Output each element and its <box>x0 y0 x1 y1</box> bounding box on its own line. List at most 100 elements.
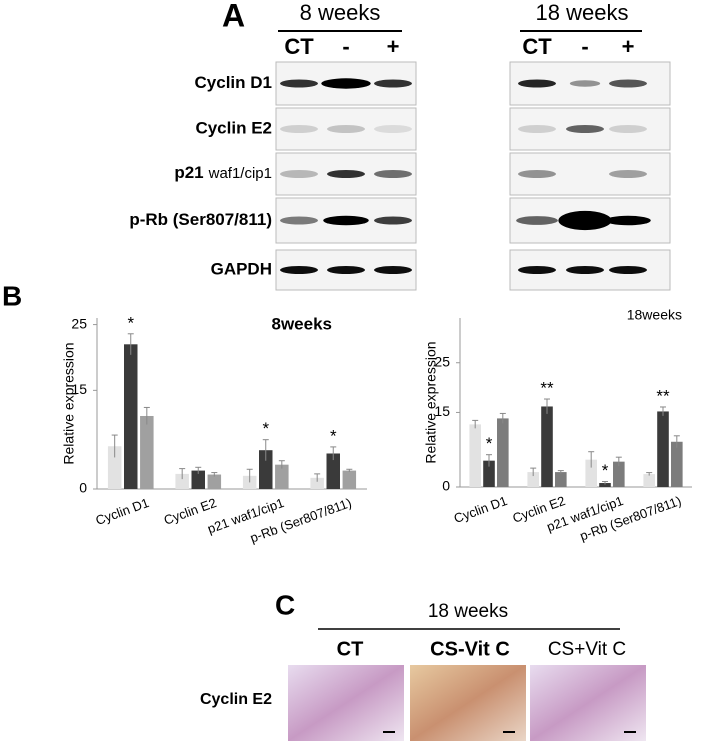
blot-band <box>374 125 412 133</box>
histology-image <box>530 665 646 741</box>
bar <box>527 472 539 487</box>
significance-mark: * <box>602 461 609 480</box>
significance-mark: * <box>486 434 493 453</box>
panel-label: C <box>275 589 295 620</box>
y-axis-label: Relative expression <box>61 342 77 464</box>
row-label: Cyclin D1 <box>195 73 272 92</box>
bar <box>124 344 138 489</box>
x-tick-label: Cyclin D1 <box>452 493 509 526</box>
panel-label: A <box>222 0 245 33</box>
blot-band <box>609 79 647 88</box>
blot-band <box>605 215 651 226</box>
panel-label: B <box>2 280 22 311</box>
blot-band <box>518 170 556 178</box>
blot-band <box>518 266 556 274</box>
row-label: p21 waf1/cip1 <box>174 163 272 182</box>
row-label: p-Rb (Ser807/811) <box>129 210 272 229</box>
y-tick-label: 0 <box>442 478 450 494</box>
lane-label: - <box>581 34 588 59</box>
lane-label: + <box>387 34 400 59</box>
y-tick-label: 15 <box>434 403 450 419</box>
column-label: CS+Vit C <box>548 639 626 660</box>
histology-image <box>288 665 404 741</box>
blot-band <box>327 170 365 178</box>
row-label: Cyclin E2 <box>200 691 272 708</box>
blot-band <box>518 79 556 88</box>
blot-band <box>609 170 647 178</box>
y-tick-label: 0 <box>79 480 87 496</box>
blot-band <box>280 170 318 178</box>
blot-band <box>558 210 612 231</box>
bar <box>107 446 122 489</box>
blot-band <box>280 125 318 133</box>
blot-band <box>566 125 604 133</box>
blot-band <box>374 79 412 88</box>
bar <box>671 441 683 487</box>
bar <box>326 453 340 489</box>
chart-title: 18weeks <box>627 307 682 323</box>
lane-label: - <box>342 34 349 59</box>
blot-band <box>609 125 647 133</box>
blot-band <box>280 216 318 225</box>
blot-band <box>609 266 647 274</box>
blot-band <box>321 78 371 89</box>
blot-band <box>516 216 558 225</box>
blot-frame <box>275 107 417 151</box>
lane-label: CT <box>284 34 314 59</box>
bar <box>599 483 611 487</box>
blot-band <box>280 79 318 88</box>
bar <box>275 464 289 489</box>
column-label: CT <box>337 638 364 660</box>
bar <box>643 474 655 487</box>
y-tick-label: 25 <box>71 315 87 331</box>
blot-band <box>374 216 412 225</box>
bar <box>483 460 495 487</box>
bar <box>310 477 324 489</box>
blot-band <box>327 125 365 133</box>
bar <box>541 406 553 487</box>
blot-band <box>374 266 412 274</box>
significance-mark: * <box>262 419 269 438</box>
lane-label: CT <box>522 34 552 59</box>
bar <box>191 470 205 489</box>
bar <box>242 475 257 489</box>
blot-band <box>280 266 318 274</box>
column-label: CS-Vit C <box>430 638 510 660</box>
group-label: 18 weeks <box>536 0 629 25</box>
group-label: 8 weeks <box>300 0 381 25</box>
chart-title: 8weeks <box>272 314 333 333</box>
row-label: GAPDH <box>211 259 272 278</box>
bar <box>613 461 625 487</box>
bar <box>555 472 567 487</box>
lane-label: + <box>622 34 635 59</box>
significance-mark: ** <box>656 386 670 405</box>
significance-mark: * <box>127 313 134 332</box>
blot-frame <box>509 152 671 196</box>
bar <box>207 474 222 489</box>
bar <box>342 470 357 489</box>
bar <box>140 415 154 489</box>
y-tick-label: 25 <box>434 353 450 369</box>
significance-mark: ** <box>540 379 554 398</box>
row-label: p21 <box>174 163 203 182</box>
x-tick-label: Cyclin D1 <box>94 495 151 528</box>
bar <box>497 418 509 487</box>
bar <box>657 411 669 487</box>
bar <box>469 424 481 487</box>
bar <box>585 459 597 487</box>
row-label-sub: waf1/cip1 <box>208 165 272 182</box>
blot-band <box>569 80 601 87</box>
blot-band <box>323 215 369 226</box>
histology-image <box>410 665 526 741</box>
y-axis-label: Relative expression <box>423 341 439 463</box>
significance-mark: * <box>330 426 337 445</box>
blot-band <box>327 266 365 274</box>
blot-band <box>518 125 556 133</box>
blot-band <box>374 170 412 178</box>
y-tick-label: 15 <box>71 381 87 397</box>
bar <box>259 450 273 489</box>
group-label: 18 weeks <box>428 601 508 622</box>
bar <box>175 473 189 489</box>
